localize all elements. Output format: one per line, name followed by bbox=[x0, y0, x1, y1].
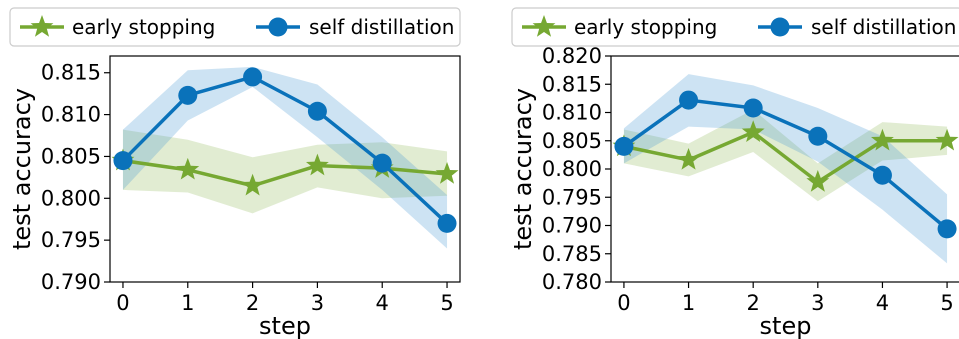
y-tick-label: 0.810 bbox=[41, 103, 101, 127]
y-tick-label: 0.785 bbox=[542, 242, 602, 266]
y-tick-label: 0.815 bbox=[41, 61, 101, 85]
plot-frame bbox=[109, 55, 461, 283]
data-point-star bbox=[741, 120, 765, 142]
data-point-star bbox=[871, 128, 894, 151]
x-tick-label: 4 bbox=[376, 291, 389, 315]
data-point-circle bbox=[113, 151, 133, 171]
y-axis-label: test accuracy bbox=[8, 88, 36, 250]
y-tick-label: 0.805 bbox=[41, 144, 101, 168]
legend-box bbox=[9, 7, 461, 47]
series-line-1 bbox=[121, 75, 449, 225]
data-point-circle bbox=[808, 126, 828, 146]
x-tick-label: 3 bbox=[311, 291, 324, 315]
legend: early stopping self distillation bbox=[9, 7, 461, 47]
y-axis-label: test accuracy bbox=[509, 88, 537, 250]
data-point-star bbox=[677, 147, 700, 170]
data-point-circle bbox=[872, 165, 892, 185]
data-point-circle bbox=[614, 136, 634, 156]
x-axis-label: step bbox=[760, 312, 812, 339]
y-tick-label: 0.800 bbox=[41, 186, 101, 210]
chart-panel-0: 0.790 0.795 0.800 0.805 0.810 0.815 0 1 2 3 4 5 step… bbox=[8, 7, 461, 339]
y-tick-label: 0.810 bbox=[542, 101, 602, 125]
data-point-circle bbox=[372, 153, 392, 173]
y-tick-label: 0.780 bbox=[542, 270, 602, 294]
legend: early stopping self distillation bbox=[511, 7, 959, 47]
series-line-0 bbox=[623, 130, 948, 184]
data-point-star bbox=[305, 153, 329, 176]
y-tick-label: 0.795 bbox=[542, 185, 602, 209]
legend-circle-icon bbox=[268, 17, 288, 37]
data-point-star bbox=[176, 157, 200, 180]
x-tick-label: 1 bbox=[682, 291, 695, 315]
x-tick-label: 0 bbox=[617, 291, 630, 315]
data-point-circle bbox=[178, 85, 198, 105]
y-tick-label: 0.795 bbox=[41, 228, 101, 252]
data-point-circle bbox=[937, 219, 957, 239]
confidence-band-1 bbox=[623, 74, 948, 264]
legend-circle-icon bbox=[770, 17, 790, 37]
legend-label-1: self distillation bbox=[309, 15, 454, 39]
x-tick-label: 5 bbox=[440, 291, 453, 315]
x-tick-label: 0 bbox=[116, 291, 129, 315]
legend-star-icon bbox=[532, 15, 556, 37]
y-tick-label: 0.790 bbox=[41, 270, 101, 294]
data-point-circle bbox=[437, 213, 457, 233]
series-line-1 bbox=[622, 98, 949, 231]
chart-panel-1: 0.780 0.785 0.790 0.795 0.800 0.805 0.810 0.815… bbox=[509, 7, 959, 339]
x-tick-label: 4 bbox=[876, 291, 889, 315]
x-tick-label: 2 bbox=[246, 291, 259, 315]
series-line-0 bbox=[122, 158, 448, 188]
y-tick-label: 0.815 bbox=[542, 72, 602, 96]
legend-star-icon bbox=[30, 15, 54, 37]
legend-label-0: early stopping bbox=[574, 15, 717, 39]
x-axis-label: step bbox=[259, 312, 311, 339]
data-point-star bbox=[935, 128, 959, 151]
x-tick-label: 5 bbox=[940, 291, 953, 315]
data-point-circle bbox=[743, 98, 763, 118]
legend-label-1: self distillation bbox=[811, 15, 956, 39]
data-point-circle bbox=[307, 101, 327, 121]
y-tick-label: 0.805 bbox=[542, 129, 602, 153]
data-point-circle bbox=[243, 67, 263, 87]
data-point-star bbox=[435, 162, 459, 184]
data-point-star bbox=[806, 170, 830, 192]
y-tick-label: 0.820 bbox=[542, 44, 602, 68]
x-tick-label: 3 bbox=[811, 291, 824, 315]
legend-box bbox=[511, 7, 959, 47]
x-tick-label: 1 bbox=[181, 291, 194, 315]
y-tick-label: 0.790 bbox=[542, 214, 602, 238]
data-point-circle bbox=[679, 90, 699, 110]
x-tick-label: 2 bbox=[746, 291, 759, 315]
y-tick-label: 0.800 bbox=[542, 157, 602, 181]
legend-label-0: early stopping bbox=[72, 15, 215, 39]
data-point-star bbox=[241, 173, 265, 196]
